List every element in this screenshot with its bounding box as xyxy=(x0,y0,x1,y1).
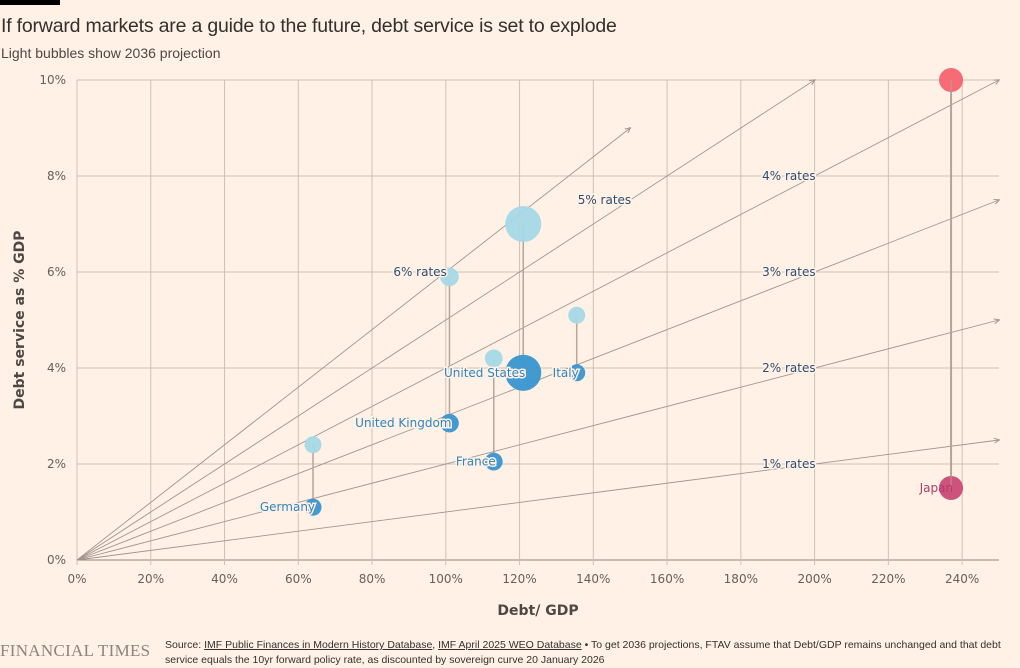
chart-subtitle: Light bubbles show 2036 projection xyxy=(1,45,221,61)
country-label: Germany xyxy=(260,500,315,514)
x-tick-label: 120% xyxy=(502,572,536,586)
x-tick-label: 140% xyxy=(576,572,610,586)
y-axis-title: Debt service as % GDP xyxy=(12,231,28,410)
grid xyxy=(76,79,999,565)
y-tick-label: 4% xyxy=(47,361,66,375)
bubble-2036-italy xyxy=(568,306,586,324)
rate-line-6pct xyxy=(76,128,630,561)
bubble-current-united-kingdom xyxy=(440,413,459,433)
rate-label: 3% rates xyxy=(762,265,815,279)
country-label: United States xyxy=(444,366,525,380)
source-link-imf-pfmh[interactable]: IMF Public Finances in Modern History Da… xyxy=(204,639,433,651)
rate-line-1pct xyxy=(76,440,999,561)
ft-logo: FINANCIAL TIMES xyxy=(0,641,151,660)
y-tick-label: 0% xyxy=(47,553,66,567)
source-prefix: Source: xyxy=(165,639,205,651)
y-tick-label: 2% xyxy=(47,457,66,471)
connectors xyxy=(312,80,953,508)
y-axis-ticks: 0% 2% 4% 6% 8% 10% xyxy=(39,73,66,567)
x-tick-label: 100% xyxy=(429,572,463,586)
x-tick-label: 160% xyxy=(650,572,684,586)
rate-lines xyxy=(76,80,999,561)
chart-title: If forward markets are a guide to the fu… xyxy=(1,15,617,37)
bubbles xyxy=(304,67,964,516)
source-separator: , xyxy=(432,639,439,651)
x-tick-label: 80% xyxy=(359,572,386,586)
labels: Germany United Kingdom France United States… xyxy=(258,168,953,516)
country-label: Italy xyxy=(553,366,579,380)
bubble-current-germany xyxy=(304,498,322,516)
x-tick-label: 0% xyxy=(67,572,86,586)
x-axis-title: Debt/ GDP xyxy=(497,603,578,619)
x-tick-label: 220% xyxy=(871,572,905,586)
y-tick-label: 8% xyxy=(47,169,66,183)
ft-brand-bar xyxy=(0,0,60,5)
bubble-current-united-states xyxy=(505,354,542,391)
country-label: France xyxy=(456,455,496,469)
x-tick-label: 240% xyxy=(945,572,979,586)
bubble-2036-united-states xyxy=(505,205,542,243)
x-tick-label: 60% xyxy=(285,572,312,586)
bubble-current-france xyxy=(484,452,503,471)
bubble-2036-united-kingdom xyxy=(440,267,459,287)
bubble-2036-germany xyxy=(304,436,322,454)
rate-line-5pct xyxy=(76,80,815,561)
rate-label: 6% rates xyxy=(393,265,446,279)
rate-label: 5% rates xyxy=(578,193,631,207)
y-tick-label: 10% xyxy=(39,73,66,87)
bubble-current-italy xyxy=(568,364,586,382)
methodology-note: • To get 2036 projections, FTAV assume t… xyxy=(165,639,1001,666)
country-label: Japan xyxy=(919,481,953,495)
rate-label: 1% rates xyxy=(762,457,815,471)
rate-label: 4% rates xyxy=(762,169,815,183)
x-tick-label: 180% xyxy=(724,572,758,586)
x-tick-label: 20% xyxy=(137,572,164,586)
x-tick-label: 40% xyxy=(211,572,238,586)
x-axis-ticks: 0% 20% 40% 60% 80% 100% 120% 140% 160% 180% 200% 22… xyxy=(67,572,979,586)
source-link-imf-weo[interactable]: IMF April 2025 WEO Database xyxy=(438,639,582,651)
rate-label: 2% rates xyxy=(762,361,815,375)
x-tick-label: 200% xyxy=(797,572,831,586)
bubble-2036-france xyxy=(484,349,503,368)
rate-line-2pct xyxy=(76,320,999,561)
y-tick-label: 6% xyxy=(47,265,66,279)
rate-line-4pct xyxy=(76,80,999,561)
source-note: Source: IMF Public Finances in Modern Hi… xyxy=(165,638,1015,668)
country-label: United Kingdom xyxy=(355,416,451,430)
